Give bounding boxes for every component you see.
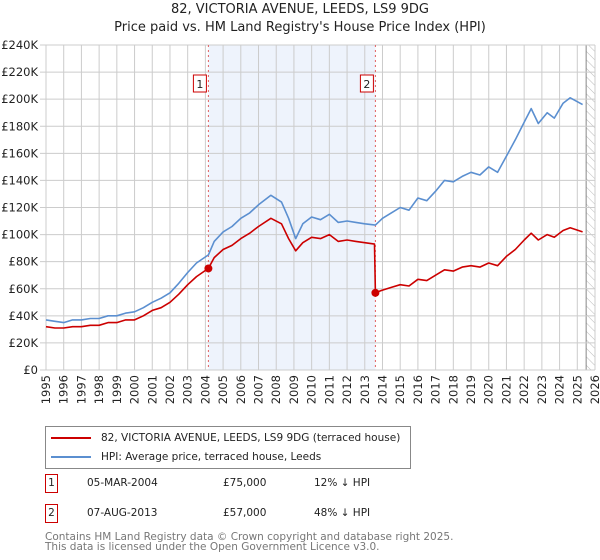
x-tick-label: 2013 <box>358 375 372 404</box>
sale-hpi-diff: 12% ↓ HPI <box>314 477 371 489</box>
y-tick-label: £100K <box>1 228 38 242</box>
x-tick-label: 1998 <box>92 375 106 404</box>
sale-point <box>204 264 213 273</box>
x-tick-label: 2002 <box>163 375 177 404</box>
x-tick-label: 2025 <box>570 375 584 404</box>
sale-badge: 2 <box>45 504 58 523</box>
legend: 82, VICTORIA AVENUE, LEEDS, LS9 9DG (ter… <box>45 426 411 469</box>
sale-badge: 1 <box>45 474 58 493</box>
x-tick-label: 2020 <box>482 375 496 404</box>
x-tick-label: 2024 <box>553 375 567 404</box>
x-tick-label: 2016 <box>411 375 425 404</box>
x-tick-label: 2022 <box>517 375 531 404</box>
sale-marker-badge <box>192 74 207 93</box>
x-tick-label: 1997 <box>74 375 88 404</box>
y-tick-label: £60K <box>9 282 39 296</box>
y-tick-label: £80K <box>9 255 39 269</box>
x-tick-label: 2000 <box>128 375 142 404</box>
x-tick-label: 2011 <box>322 375 336 404</box>
y-tick-label: £20K <box>9 336 39 350</box>
sale-point <box>371 288 380 297</box>
footer-copyright: Contains HM Land Registry data © Crown c… <box>45 531 454 543</box>
series-line <box>45 217 583 329</box>
y-tick-label: £120K <box>1 201 38 215</box>
y-tick-label: £220K <box>1 65 38 79</box>
chart-title: 82, VICTORIA AVENUE, LEEDS, LS9 9DG <box>170 2 429 17</box>
legend-label-hpi: HPI: Average price, terraced house, Leed… <box>101 451 322 463</box>
sale-hpi-diff: 48% ↓ HPI <box>314 507 371 519</box>
x-tick-label: 2021 <box>499 375 513 404</box>
x-tick-label: 2015 <box>393 375 407 404</box>
x-tick-label: 2012 <box>340 375 354 404</box>
sale-price: £75,000 <box>223 477 267 489</box>
x-tick-label: 2014 <box>375 375 389 404</box>
legend-swatch-blue <box>51 456 91 458</box>
sale-marker-badge <box>359 74 374 93</box>
x-tick-label: 2017 <box>429 375 443 404</box>
sale-marker-label: 1 <box>196 78 203 91</box>
series-line <box>45 97 583 324</box>
y-tick-label: £40K <box>9 309 39 323</box>
y-tick-label: £200K <box>1 92 38 106</box>
chart-subtitle: Price paid vs. HM Land Registry's House … <box>114 20 486 35</box>
price-chart: 1995 1996 1997 1998 1999 2000 2001 2002 2003 2004… <box>1 38 600 404</box>
x-tick-label: 1996 <box>57 375 71 404</box>
x-tick-label: 2004 <box>198 375 212 404</box>
legend-swatch-red <box>51 437 91 439</box>
x-tick-label: 2009 <box>287 375 301 404</box>
y-tick-label: £180K <box>1 119 38 133</box>
legend-item-property: 82, VICTORIA AVENUE, LEEDS, LS9 9DG (ter… <box>51 430 400 446</box>
x-tick-label: 2010 <box>305 375 319 404</box>
x-tick-label: 2018 <box>446 375 460 404</box>
sale-date: 07-AUG-2013 <box>87 507 158 519</box>
y-tick-label: £140K <box>1 173 38 187</box>
sale-price: £57,000 <box>223 507 267 519</box>
sale-date: 05-MAR-2004 <box>87 477 158 489</box>
x-tick-label: 2001 <box>145 375 159 404</box>
x-tick-label: 2008 <box>269 375 283 404</box>
legend-label-property: 82, VICTORIA AVENUE, LEEDS, LS9 9DG (ter… <box>101 432 401 444</box>
y-tick-label: £0 <box>23 363 38 377</box>
x-tick-label: 2007 <box>252 375 266 404</box>
footer-licence: This data is licensed under the Open Gov… <box>45 541 380 553</box>
y-tick-label: £160K <box>1 146 38 160</box>
x-tick-label: 1999 <box>110 375 124 404</box>
sale-marker-label: 2 <box>363 78 370 91</box>
x-tick-label: 2019 <box>464 375 478 404</box>
x-tick-label: 1995 <box>39 375 53 404</box>
x-tick-label: 2006 <box>234 375 248 404</box>
x-tick-label: 2003 <box>181 375 195 404</box>
x-tick-label: 2005 <box>216 375 230 404</box>
legend-item-hpi: HPI: Average price, terraced house, Leed… <box>51 449 321 465</box>
x-tick-label: 2026 <box>588 375 600 404</box>
x-tick-label: 2023 <box>535 375 549 404</box>
y-tick-label: £240K <box>1 38 38 52</box>
